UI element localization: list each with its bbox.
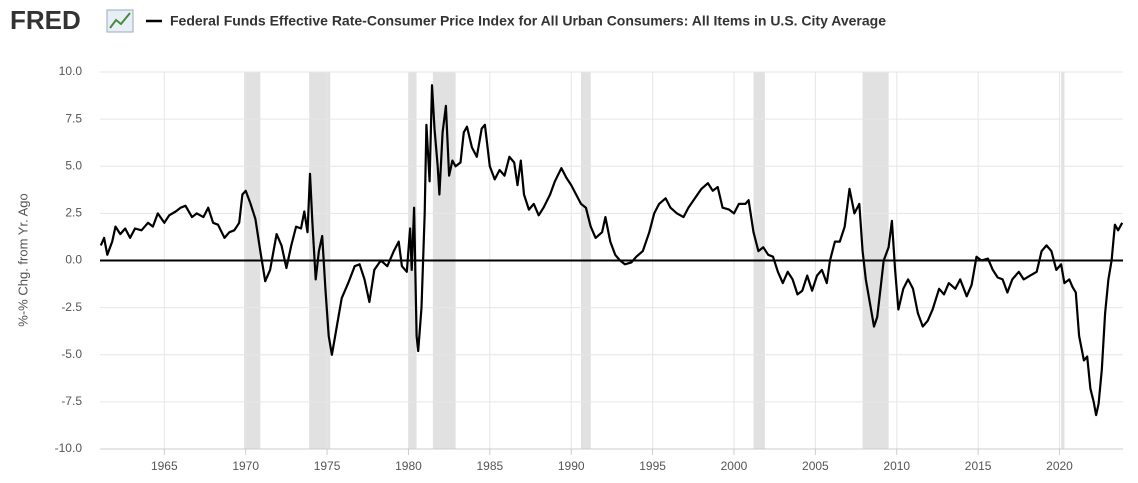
x-tick-label: 2005 (802, 459, 829, 473)
x-tick-label: 1965 (151, 459, 178, 473)
y-tick-label: -5.0 (61, 347, 82, 361)
x-tick-label: 1970 (232, 459, 259, 473)
y-axis-label: %-% Chg. from Yr. Ago (15, 193, 30, 326)
y-tick-label: -7.5 (61, 394, 82, 408)
y-tick-label: 10.0 (59, 64, 83, 78)
x-tick-label: 2010 (883, 459, 910, 473)
x-tick-label: 1995 (639, 459, 666, 473)
legend-label: Federal Funds Effective Rate-Consumer Pr… (170, 13, 886, 29)
y-tick-label: 7.5 (65, 111, 82, 125)
y-tick-label: 5.0 (65, 158, 82, 172)
series-line (99, 84, 1124, 417)
x-tick-label: 2015 (965, 459, 992, 473)
x-tick-label: 2000 (721, 459, 748, 473)
y-tick-label: -2.5 (61, 300, 82, 314)
logo: FRED (10, 5, 81, 35)
y-tick-label: 2.5 (65, 206, 82, 220)
x-tick-label: 1990 (558, 459, 585, 473)
x-tick-label: 1980 (395, 459, 422, 473)
y-tick-label: -10.0 (55, 441, 83, 455)
logo-icon-line (109, 12, 131, 29)
x-tick-label: 1975 (314, 459, 341, 473)
logo-icon (106, 9, 134, 33)
x-tick-label: 2020 (1046, 459, 1073, 473)
y-tick-label: 0.0 (65, 253, 82, 267)
x-tick-label: 1985 (476, 459, 503, 473)
